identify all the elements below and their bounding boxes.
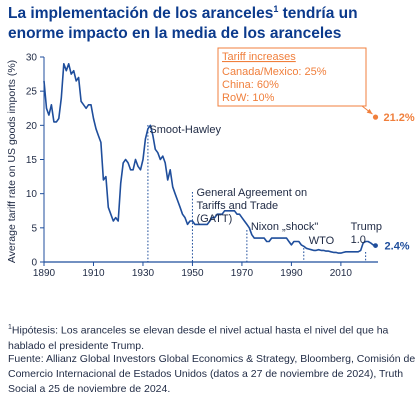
tariff-rate-line bbox=[43, 62, 376, 254]
x-tick-label: 1970 bbox=[231, 268, 254, 279]
y-tick-label: 10 bbox=[26, 189, 38, 200]
current-value-point bbox=[373, 243, 378, 249]
axes: 1890 1910 1930 1950 1970 1990 2010 0 5 10 15 20 25 30… bbox=[6, 53, 378, 279]
event-label-smoot-hawley: Smoot-Hawley bbox=[149, 124, 221, 136]
chart-title: La implementación de los aranceles1 tend… bbox=[8, 4, 413, 44]
tariff-box-title: Tariff increases bbox=[222, 51, 296, 63]
y-tick-label: 25 bbox=[26, 87, 38, 98]
tariff-box-line: China: 60% bbox=[222, 79, 279, 91]
event-markers bbox=[147, 125, 367, 262]
y-tick-label: 0 bbox=[31, 258, 37, 269]
y-tick-label: 5 bbox=[31, 223, 37, 234]
tariff-box-line: RoW: 10% bbox=[222, 92, 275, 104]
current-value-label: 2.4% bbox=[385, 241, 410, 253]
footnote-hypothesis-text: Hipótesis: Los aranceles se elevan desde… bbox=[8, 324, 389, 352]
y-tick-label: 15 bbox=[26, 155, 38, 166]
event-label-wto: WTO bbox=[309, 235, 335, 247]
footnote-hypothesis: 1Hipótesis: Los aranceles se elevan desd… bbox=[8, 320, 418, 354]
tariff-box-line: Canada/Mexico: 25% bbox=[222, 66, 327, 78]
event-label-nixon-shock: Nixon „shock" bbox=[251, 221, 319, 233]
y-tick-label: 20 bbox=[26, 121, 38, 132]
event-label-trump: 1.0 bbox=[351, 234, 366, 246]
event-label-gatt: Tariffs and Trade bbox=[196, 200, 278, 212]
y-axis-title: Average tariff rate on US goods imports … bbox=[6, 60, 18, 263]
x-tick-label: 2010 bbox=[330, 268, 353, 279]
event-label-gatt: (GATT) bbox=[196, 213, 232, 225]
chart: 1890 1910 1930 1950 1970 1990 2010 0 5 10 15 20 25 30… bbox=[6, 47, 415, 279]
title-footnote-marker: 1 bbox=[273, 3, 279, 14]
tariff-increases-box bbox=[217, 47, 367, 107]
title-part2: tendría un enorme impacto en la media de… bbox=[8, 5, 358, 42]
x-tick-label: 1930 bbox=[132, 268, 155, 279]
x-tick-label: 1890 bbox=[33, 268, 56, 279]
tariff-arrow-head bbox=[366, 108, 373, 115]
event-label-trump: Trump bbox=[351, 221, 382, 233]
x-tick-label: 1950 bbox=[181, 268, 204, 279]
footnote-source: Fuente: Allianz Global Investors Global … bbox=[8, 353, 416, 395]
series bbox=[43, 62, 376, 254]
y-tick-label: 30 bbox=[26, 53, 38, 64]
x-tick-label: 1910 bbox=[82, 268, 105, 279]
event-label-gatt: General Agreement on bbox=[196, 187, 307, 199]
x-tick-label: 1990 bbox=[280, 268, 303, 279]
projected-value-label: 21.2% bbox=[384, 112, 415, 124]
footnote-marker: 1 bbox=[8, 324, 12, 331]
projected-value-point bbox=[372, 114, 379, 120]
title-part1: La implementación de los aranceles bbox=[8, 5, 274, 22]
annotations: Smoot-Hawley General Agreement onTariffs … bbox=[149, 47, 415, 253]
